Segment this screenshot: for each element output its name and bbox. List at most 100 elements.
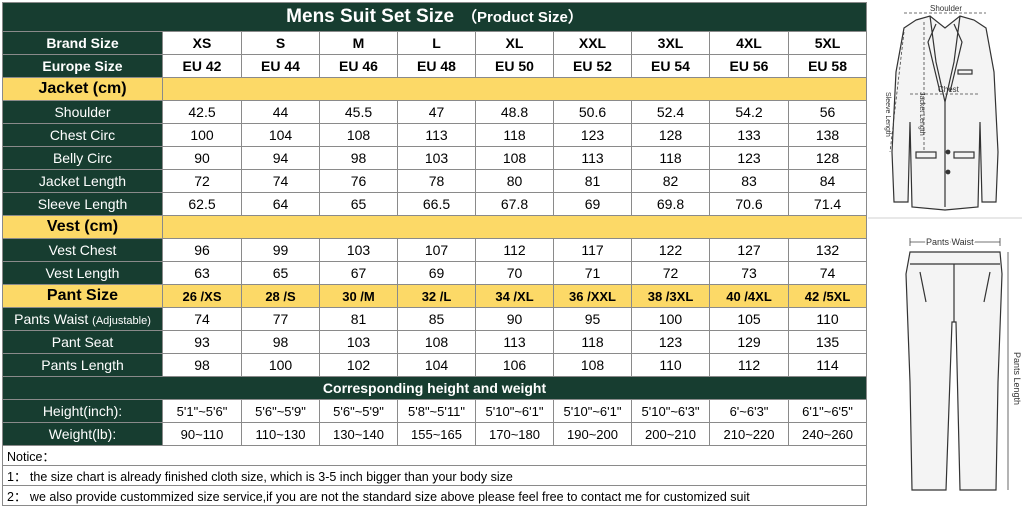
value-cell: 95 bbox=[553, 307, 632, 331]
row-label-text: Pants Waist bbox=[14, 311, 89, 327]
value-cell: 74 bbox=[787, 261, 868, 285]
pant-size-cell: 34 /XL bbox=[475, 284, 554, 308]
value-cell: 135 bbox=[787, 330, 868, 354]
value-cell: 65 bbox=[319, 192, 398, 216]
brand-size-cell: 5XL bbox=[787, 31, 868, 55]
vest-section-fill bbox=[161, 215, 868, 239]
label-shoulder: Shoulder bbox=[930, 4, 962, 13]
label-pants-length: Pants Length bbox=[1012, 352, 1022, 405]
value-cell: 100 bbox=[162, 123, 242, 147]
value-cell: 110 bbox=[787, 307, 868, 331]
pant-section-header: Pant Size 26 /XS 28 /S 30 /M 32 /L 34 /XL 36 /… bbox=[2, 284, 868, 308]
label-jacket-length: Jacket Length bbox=[918, 92, 925, 136]
value-cell: 74 bbox=[241, 169, 320, 193]
pant-row: Pant Seat 93 98 103 108 113 118 123 129 135 bbox=[2, 330, 868, 354]
value-cell: 69.8 bbox=[631, 192, 710, 216]
value-cell: 110 bbox=[631, 353, 710, 377]
value-cell: 129 bbox=[709, 330, 789, 354]
value-cell: 69 bbox=[553, 192, 632, 216]
europe-size-row: Europe Size EU 42 EU 44 EU 46 EU 48 EU 50 EU 5… bbox=[2, 54, 868, 78]
jacket-row: Shoulder 42.5 44 45.5 47 48.8 50.6 52.4 54.2 56 bbox=[2, 100, 868, 124]
value-cell: 81 bbox=[319, 307, 398, 331]
row-label-text: Vest Length bbox=[45, 265, 120, 281]
pant-section-label: Pant Size bbox=[2, 284, 163, 308]
jacket-row-label: Sleeve Length bbox=[2, 192, 163, 216]
value-cell: 133 bbox=[709, 123, 789, 147]
pant-row-label: Pant Seat bbox=[2, 330, 163, 354]
value-cell: 102 bbox=[319, 353, 398, 377]
height-label: Height(inch): bbox=[2, 399, 163, 423]
value-cell: 100 bbox=[241, 353, 320, 377]
height-row: Height(inch): 5'1"~5'6" 5'6"~5'9" 5'6"~5'9"… bbox=[2, 399, 868, 423]
value-cell: 52.4 bbox=[631, 100, 710, 124]
jacket-row-label: Shoulder bbox=[2, 100, 163, 124]
garment-illustration: Shoulder Chest Jacket Length Sleeve Leng… bbox=[868, 2, 1022, 500]
row-label-note: (Adjustable) bbox=[92, 315, 151, 327]
value-cell: 54.2 bbox=[709, 100, 789, 124]
value-cell: 123 bbox=[553, 123, 632, 147]
corresponding-header: Corresponding height and weight bbox=[1, 376, 868, 400]
jacket-row-label: Jacket Length bbox=[2, 169, 163, 193]
value-cell: 123 bbox=[631, 330, 710, 354]
height-cell: 6'1"~6'5" bbox=[787, 399, 868, 423]
notice-line: 2： we also provide custommized size serv… bbox=[1, 485, 868, 506]
value-cell: 90 bbox=[162, 146, 242, 170]
jacket-row-label: Chest Circ bbox=[2, 123, 163, 147]
jacket-row: Chest Circ 100 104 108 113 118 123 128 133 138 bbox=[2, 123, 868, 147]
title-main: Mens Suit Set Size bbox=[286, 6, 455, 27]
corresponding-header-row: Corresponding height and weight bbox=[1, 376, 868, 400]
value-cell: 107 bbox=[397, 238, 476, 262]
weight-cell: 190~200 bbox=[553, 422, 632, 446]
pants-drawing bbox=[905, 251, 1003, 491]
row-label-text: Chest Circ bbox=[49, 127, 116, 143]
value-cell: 112 bbox=[475, 238, 554, 262]
value-cell: 104 bbox=[397, 353, 476, 377]
brand-size-row: Brand Size XS S M L XL XXL 3XL 4XL 5XL bbox=[2, 31, 868, 55]
brand-size-cell: M bbox=[319, 31, 398, 55]
height-cell: 5'10"~6'1" bbox=[553, 399, 632, 423]
weight-label: Weight(lb): bbox=[2, 422, 163, 446]
europe-size-label: Europe Size bbox=[2, 54, 163, 78]
size-chart-body: Mens Suit Set Size （Product Size） Brand S… bbox=[1, 2, 868, 506]
value-cell: 98 bbox=[241, 330, 320, 354]
row-label-text: Vest Chest bbox=[48, 242, 117, 258]
label-sleeve-length: Sleeve Length bbox=[884, 92, 891, 137]
value-cell: 114 bbox=[787, 353, 868, 377]
value-cell: 74 bbox=[162, 307, 242, 331]
value-cell: 63 bbox=[162, 261, 242, 285]
europe-size-cell: EU 50 bbox=[475, 54, 554, 78]
value-cell: 47 bbox=[397, 100, 476, 124]
pant-size-cell: 30 /M bbox=[319, 284, 398, 308]
value-cell: 69 bbox=[397, 261, 476, 285]
pant-size-cell: 36 /XXL bbox=[553, 284, 632, 308]
europe-size-cell: EU 42 bbox=[162, 54, 242, 78]
height-cell: 5'1"~5'6" bbox=[162, 399, 242, 423]
title-row: Mens Suit Set Size （Product Size） bbox=[1, 2, 868, 32]
row-label-text: Jacket Length bbox=[38, 173, 127, 189]
value-cell: 113 bbox=[475, 330, 554, 354]
value-cell: 99 bbox=[241, 238, 320, 262]
europe-size-cell: EU 44 bbox=[241, 54, 320, 78]
size-chart-table: Mens Suit Set Size （Product Size） Brand S… bbox=[1, 2, 868, 506]
europe-size-cell: EU 56 bbox=[709, 54, 789, 78]
weight-cell: 170~180 bbox=[475, 422, 554, 446]
pant-size-cell: 38 /3XL bbox=[631, 284, 710, 308]
brand-size-cell: 4XL bbox=[709, 31, 789, 55]
value-cell: 98 bbox=[162, 353, 242, 377]
jacket-row: Sleeve Length 62.5 64 65 66.5 67.8 69 69.8 70.6 7… bbox=[2, 192, 868, 216]
value-cell: 67 bbox=[319, 261, 398, 285]
notice-title: Notice： bbox=[1, 445, 868, 466]
value-cell: 100 bbox=[631, 307, 710, 331]
value-cell: 66.5 bbox=[397, 192, 476, 216]
value-cell: 65 bbox=[241, 261, 320, 285]
row-label-text: Sleeve Length bbox=[37, 196, 128, 212]
value-cell: 106 bbox=[475, 353, 554, 377]
notice-row: 1： the size chart is already finished cl… bbox=[1, 465, 868, 486]
weight-cell: 200~210 bbox=[631, 422, 710, 446]
row-label-text: Belly Circ bbox=[52, 150, 113, 166]
weight-cell: 240~260 bbox=[787, 422, 868, 446]
value-cell: 67.8 bbox=[475, 192, 554, 216]
pants-measure-lines bbox=[909, 238, 1009, 490]
value-cell: 73 bbox=[709, 261, 789, 285]
jacket-section-label: Jacket (cm) bbox=[2, 77, 163, 101]
